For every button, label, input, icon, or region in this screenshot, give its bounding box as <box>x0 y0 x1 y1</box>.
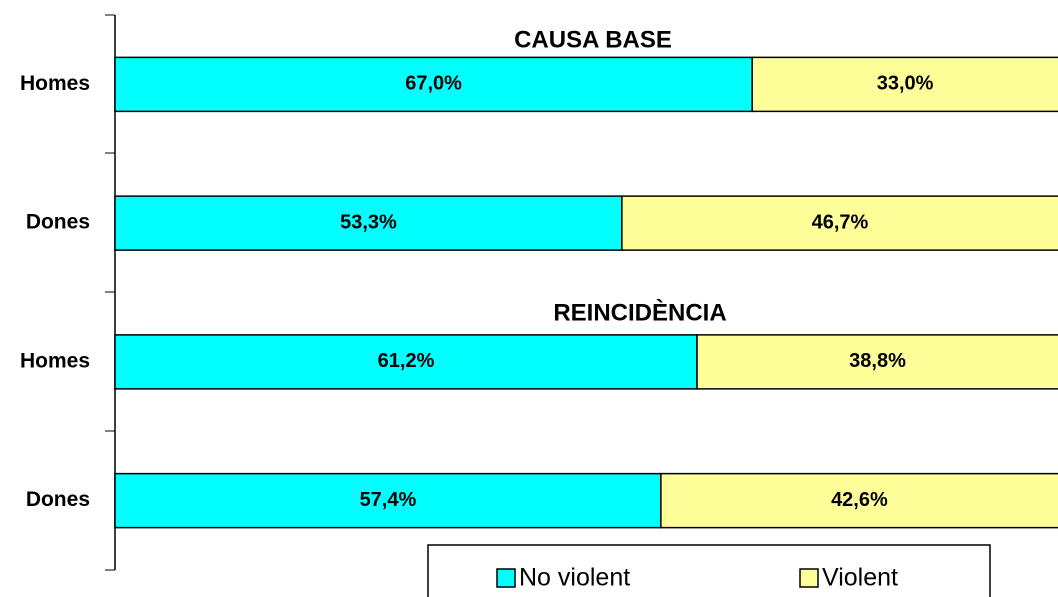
bar-segment <box>660 472 1058 529</box>
data-label: 53,3% <box>340 211 397 233</box>
data-label: 33,0% <box>877 73 934 95</box>
annotation: CAUSA BASE <box>514 26 672 53</box>
legend-swatch <box>496 568 516 588</box>
y-tick-label: Dones <box>26 211 90 234</box>
bar-segment <box>696 334 1058 390</box>
bar-segment <box>751 56 1058 113</box>
annotation: REINCIDÈNCIA <box>553 298 726 326</box>
bar-segment <box>114 334 698 390</box>
bar-segment <box>621 195 1058 251</box>
bar-segment <box>114 472 662 529</box>
legend-label: No violent <box>519 564 630 592</box>
data-label: 61,2% <box>378 350 435 372</box>
legend-label: Violent <box>822 564 898 592</box>
y-tick-label: Homes <box>20 349 90 372</box>
legend-swatch <box>799 568 819 588</box>
data-label: 38,8% <box>849 350 906 372</box>
data-label: 67,0% <box>405 73 462 95</box>
data-label: 42,6% <box>831 489 888 511</box>
legend <box>427 544 991 597</box>
y-tick-label: Homes <box>20 72 90 95</box>
y-tick-label: Dones <box>26 488 90 511</box>
data-label: 57,4% <box>360 489 417 511</box>
data-label: 46,7% <box>812 211 869 233</box>
